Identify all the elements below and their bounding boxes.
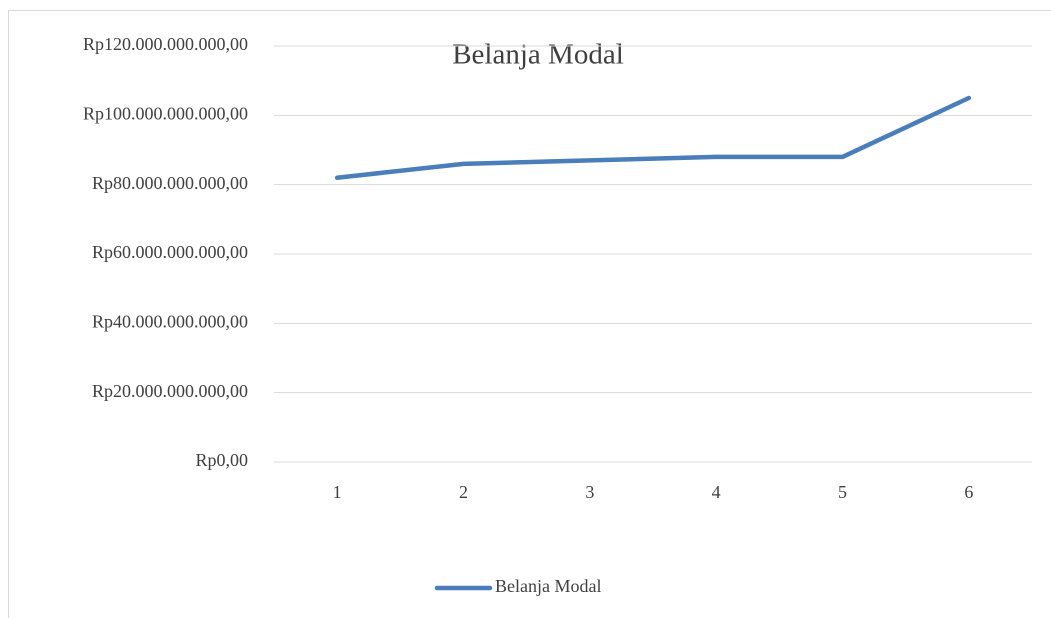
y-tick-label: Rp80.000.000.000,00 <box>92 173 248 193</box>
x-tick-label: 5 <box>838 482 847 502</box>
y-tick-label: Rp20.000.000.000,00 <box>92 381 248 401</box>
x-tick-label: 3 <box>585 482 594 502</box>
x-tick-label: 6 <box>964 482 973 502</box>
y-tick-label: Rp120.000.000.000,00 <box>83 34 248 54</box>
chart-title: Belanja Modal <box>452 39 624 71</box>
x-tick-label: 1 <box>333 482 342 502</box>
y-tick-label: Rp60.000.000.000,00 <box>92 242 248 262</box>
x-tick-label: 4 <box>712 482 721 502</box>
data-line <box>334 95 972 180</box>
y-tick-label: Rp0,00 <box>195 450 248 470</box>
x-tick-label: 2 <box>459 482 468 502</box>
y-tick-label: Rp100.000.000.000,00 <box>83 103 248 123</box>
chart-border <box>8 10 1051 618</box>
y-tick-label: Rp40.000.000.000,00 <box>92 311 248 331</box>
legend-label: Belanja Modal <box>495 576 601 596</box>
